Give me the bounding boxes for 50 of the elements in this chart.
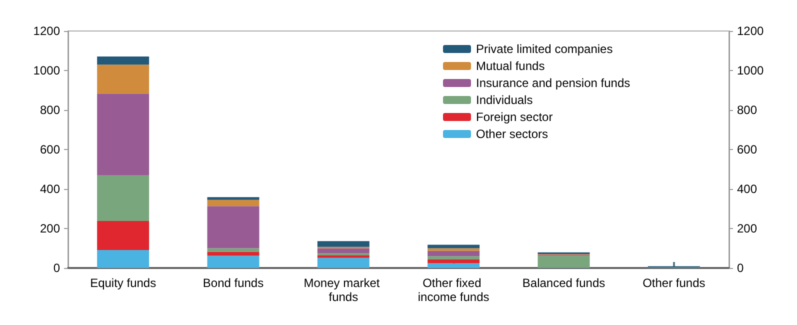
bar: [97, 175, 150, 221]
legend-label: Individuals: [476, 93, 533, 107]
bar: [317, 252, 370, 256]
legend-label: Mutual funds: [476, 59, 545, 73]
y-tick-label: 200: [40, 222, 60, 236]
y-tick-label: 1200: [33, 24, 60, 38]
bar: [317, 241, 370, 247]
bar: [97, 64, 150, 94]
bar: [428, 248, 480, 251]
y2-tick-label: 400: [737, 182, 758, 196]
bar: [428, 256, 480, 260]
y-tick-label: 600: [40, 142, 60, 156]
bar: [207, 206, 260, 248]
y-tick-label: 0: [53, 261, 60, 275]
bar: [97, 220, 150, 250]
legend-label: Private limited companies: [476, 42, 613, 56]
x-tick-label: Money market funds: [304, 276, 384, 304]
bar: [207, 256, 260, 268]
y2-tick-label: 1000: [737, 64, 764, 78]
bar: [317, 248, 370, 253]
legend-label: Insurance and pension funds: [476, 76, 630, 90]
bar: [428, 260, 480, 264]
bar: [428, 244, 480, 248]
bar: [207, 248, 260, 252]
y-tick-label: 800: [40, 103, 60, 117]
bar: [428, 250, 480, 256]
bar: [538, 256, 590, 268]
bar: [207, 252, 260, 256]
x-tick-label: Balanced funds: [522, 276, 606, 290]
y2-tick-label: 200: [737, 222, 758, 236]
bar: [97, 250, 150, 268]
bar: [428, 263, 480, 268]
x-tick-label: Other fixed income funds: [418, 276, 490, 304]
legend-label: Other sectors: [476, 127, 548, 141]
x-tick-label: Other funds: [642, 276, 706, 290]
y-tick-label: 1000: [33, 64, 60, 78]
y-tick-label: 400: [40, 182, 60, 196]
x-tick-label: Bond funds: [202, 276, 264, 290]
bar: [207, 200, 260, 206]
legend-label: Foreign sector: [476, 110, 553, 124]
bar: [317, 255, 370, 258]
y2-tick-label: 0: [737, 261, 744, 275]
x-tick-label: Equity funds: [90, 276, 156, 290]
bar: [97, 56, 150, 65]
bar: [317, 258, 370, 268]
y2-tick-label: 1200: [737, 24, 764, 38]
bar: [97, 94, 150, 176]
y2-tick-label: 600: [737, 142, 758, 156]
y2-tick-label: 800: [737, 103, 758, 117]
bar: [207, 197, 260, 200]
